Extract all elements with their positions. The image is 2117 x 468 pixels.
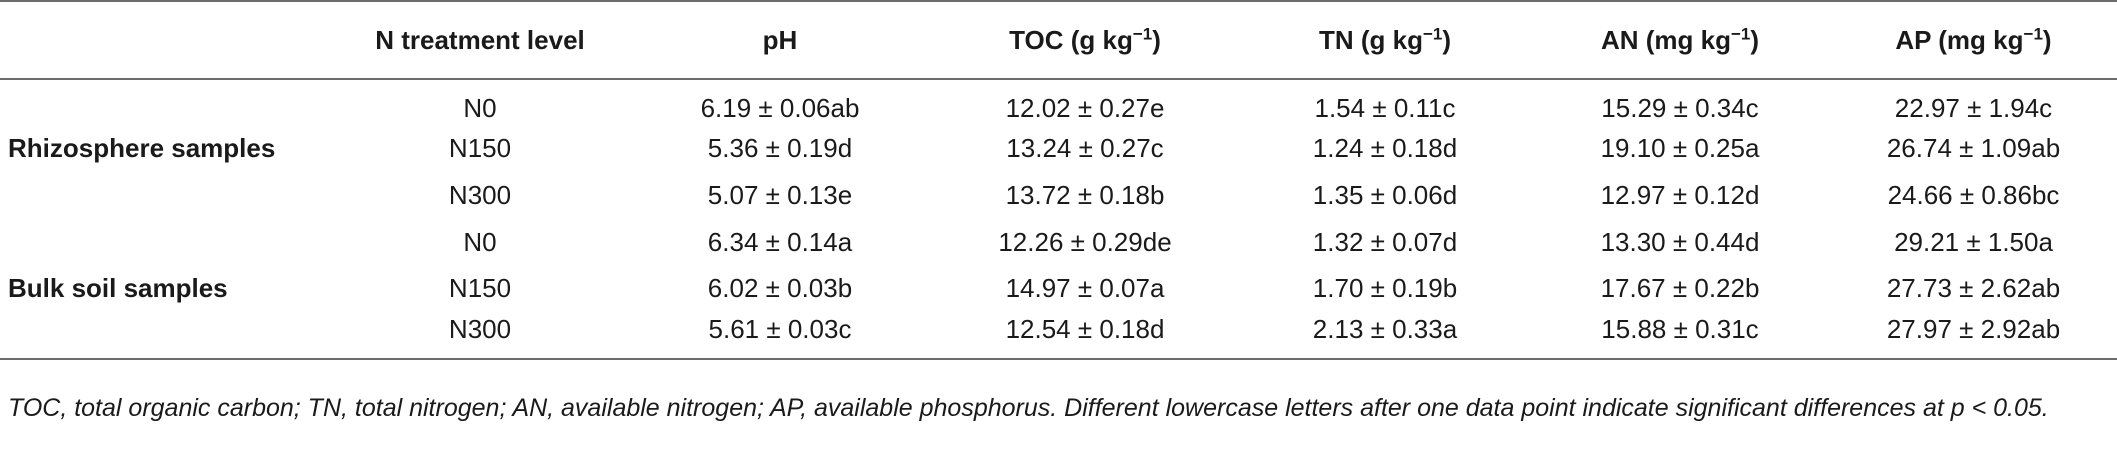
cell-level: N150 xyxy=(448,273,512,304)
table-container: N treatment level pH TOC (g kg−1) TN (g kg−… xyxy=(0,0,2117,360)
unit-close: ) xyxy=(1442,24,1452,55)
cell-level: N0 xyxy=(463,93,497,124)
group-label-empty xyxy=(0,219,330,266)
cell-an: 12.97 ± 0.12d xyxy=(1600,179,1760,210)
cell-ap: 29.21 ± 1.50a xyxy=(1894,226,2053,257)
cell-level: N150 xyxy=(448,133,512,164)
table-row: N0 6.34 ± 0.14a 12.26 ± 0.29de 1.32 ± 0.07d… xyxy=(0,219,2117,266)
cell-ph: 5.36 ± 0.19d xyxy=(707,133,853,164)
cell-ap: 26.74 ± 1.09ab xyxy=(1886,133,2061,164)
column-header-toc: TOC (g kg−1) xyxy=(930,0,1240,80)
table-body: N0 6.19 ± 0.06ab 12.02 ± 0.27e 1.54 ± 0.11c… xyxy=(0,79,2117,360)
table-row: N0 6.19 ± 0.06ab 12.02 ± 0.27e 1.54 ± 0.11c… xyxy=(0,79,2117,126)
cell-tn: 1.54 ± 0.11c xyxy=(1314,93,1456,124)
table-header-row: N treatment level pH TOC (g kg−1) TN (g kg−… xyxy=(0,0,2117,80)
column-header-text: AP (mg kg xyxy=(1895,24,2024,55)
unit-exponent: −1 xyxy=(1132,23,1153,43)
cell-tn: 1.35 ± 0.06d xyxy=(1312,179,1458,210)
column-header-text: AN (mg kg xyxy=(1600,24,1731,55)
cell-ph: 5.61 ± 0.03c xyxy=(630,311,930,360)
cell-ap: 24.66 ± 0.86bc xyxy=(1887,179,2060,210)
cell-toc: 12.26 ± 0.29de xyxy=(998,226,1172,257)
cell-tn: 1.32 ± 0.07d xyxy=(1312,226,1458,257)
group-label-empty xyxy=(0,79,330,126)
table-row: N300 5.07 ± 0.13e 13.72 ± 0.18b 1.35 ± 0.06… xyxy=(0,172,2117,219)
cell-level: N300 xyxy=(330,311,630,360)
cell-an: 17.67 ± 0.22b xyxy=(1600,273,1760,304)
cell-tn: 2.13 ± 0.33a xyxy=(1240,311,1530,360)
soil-properties-table: N treatment level pH TOC (g kg−1) TN (g kg−… xyxy=(0,0,2117,360)
cell-level: N0 xyxy=(463,226,497,257)
column-header-text: N treatment level xyxy=(375,24,585,55)
unit-exponent: −1 xyxy=(1730,23,1751,43)
unit-close: ) xyxy=(1750,24,1760,55)
group-label: Rhizosphere samples xyxy=(8,133,276,164)
cell-level: N300 xyxy=(448,179,512,210)
group-label-empty xyxy=(0,172,330,219)
cell-ap: 22.97 ± 1.94c xyxy=(1894,93,2053,124)
column-header-tn: TN (g kg−1) xyxy=(1240,0,1530,80)
column-header-ph: pH xyxy=(630,0,930,80)
cell-toc: 14.97 ± 0.07a xyxy=(1005,273,1165,304)
table-row: Bulk soil samples N150 6.02 ± 0.03b 14.97 ±… xyxy=(0,265,2117,312)
unit-close: ) xyxy=(1152,24,1161,55)
cell-ph: 6.02 ± 0.03b xyxy=(707,273,853,304)
cell-an: 15.88 ± 0.31c xyxy=(1530,311,1830,360)
unit-exponent: −1 xyxy=(2023,23,2043,43)
cell-ph: 6.34 ± 0.14a xyxy=(707,226,853,257)
cell-toc: 13.24 ± 0.27c xyxy=(1006,133,1164,164)
table-row: N300 5.61 ± 0.03c 12.54 ± 0.18d 2.13 ± 0.33… xyxy=(0,311,2117,360)
cell-toc: 12.02 ± 0.27e xyxy=(1005,93,1165,124)
cell-ap: 27.73 ± 2.62ab xyxy=(1886,273,2061,304)
column-header-level: N treatment level xyxy=(330,0,630,80)
cell-an: 13.30 ± 0.44d xyxy=(1600,226,1760,257)
table-row: Rhizosphere samples N150 5.36 ± 0.19d 13.24… xyxy=(0,126,2117,173)
group-label: Bulk soil samples xyxy=(8,273,228,304)
cell-ph: 6.19 ± 0.06ab xyxy=(700,93,860,124)
cell-toc: 13.72 ± 0.18b xyxy=(1005,179,1165,210)
cell-tn: 1.24 ± 0.18d xyxy=(1312,133,1458,164)
column-header-an: AN (mg kg−1) xyxy=(1530,0,1830,80)
group-label-empty xyxy=(0,311,330,360)
unit-exponent: −1 xyxy=(1422,23,1443,43)
cell-toc: 12.54 ± 0.18d xyxy=(930,311,1240,360)
cell-an: 19.10 ± 0.25a xyxy=(1600,133,1760,164)
cell-ph: 5.07 ± 0.13e xyxy=(707,179,853,210)
column-header-text: TN (g kg xyxy=(1318,24,1423,55)
cell-an: 15.29 ± 0.34c xyxy=(1601,93,1759,124)
column-header-ap: AP (mg kg−1) xyxy=(1830,0,2117,80)
table-footnote: TOC, total organic carbon; TN, total nit… xyxy=(8,394,2049,422)
column-header-text: TOC (g kg xyxy=(1009,24,1133,55)
column-header-group xyxy=(0,0,330,80)
cell-ap: 27.97 ± 2.92ab xyxy=(1830,311,2117,360)
column-header-text: pH xyxy=(762,24,798,55)
unit-close: ) xyxy=(2042,24,2052,55)
cell-tn: 1.70 ± 0.19b xyxy=(1312,273,1458,304)
